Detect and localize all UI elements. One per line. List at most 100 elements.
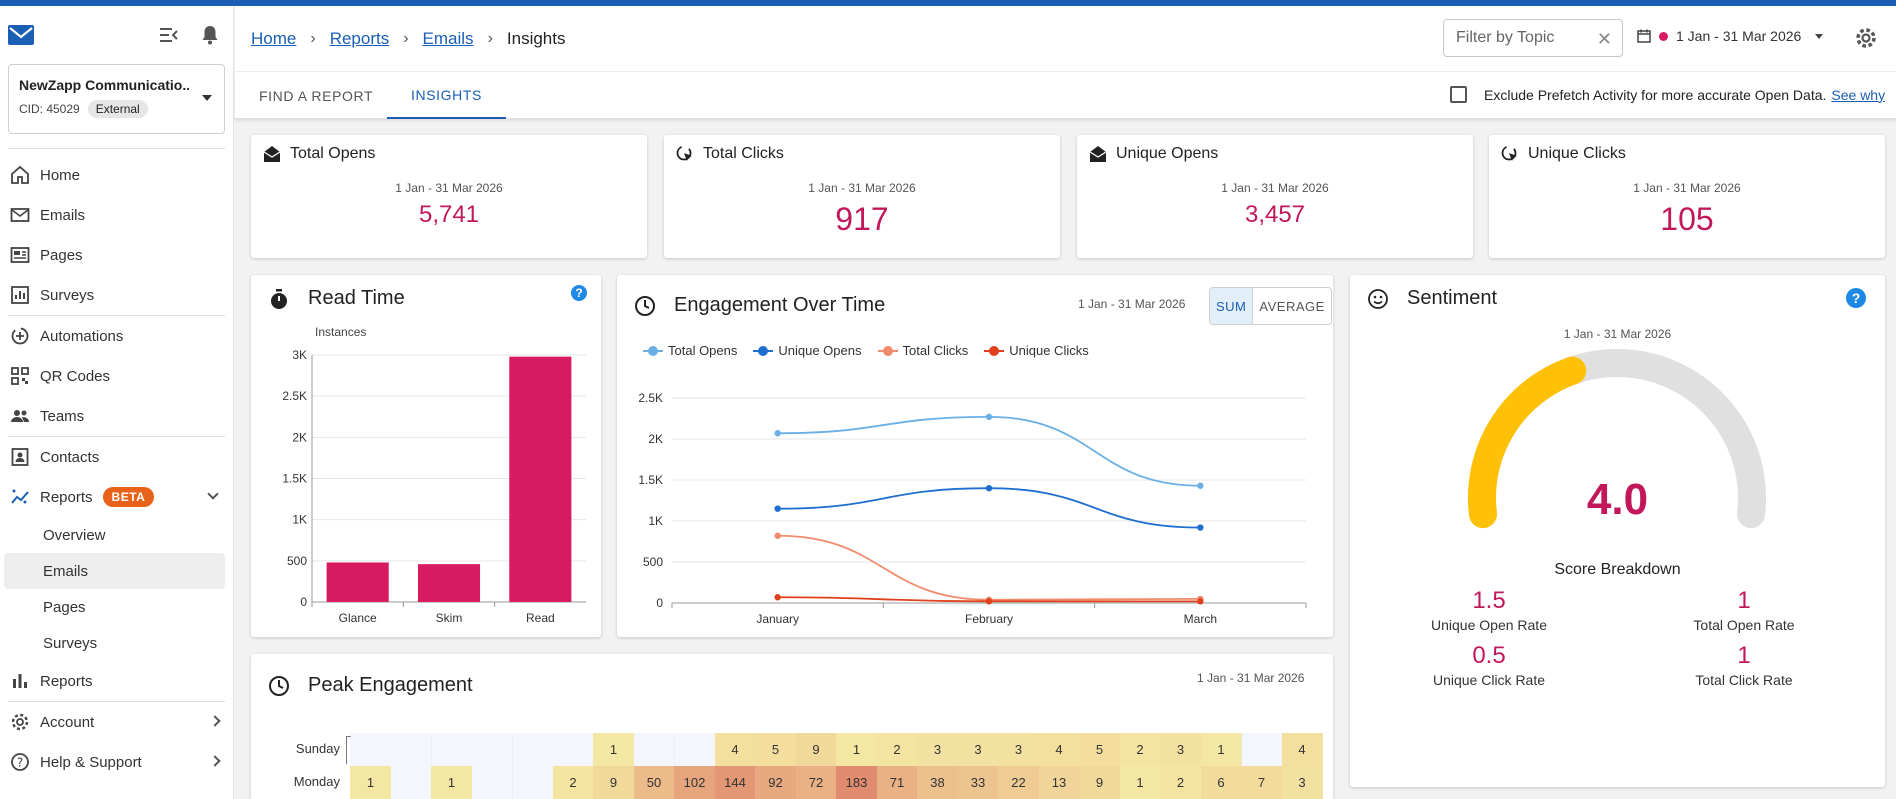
nav-account-label: Account: [40, 713, 95, 731]
heatmap-cell[interactable]: 50: [633, 766, 675, 799]
heatmap-cell[interactable]: [512, 733, 553, 766]
sum-button[interactable]: SUM: [1210, 288, 1254, 324]
heatmap-cell[interactable]: 3: [1281, 766, 1323, 799]
heatmap-cell[interactable]: [431, 733, 472, 766]
heatmap-cell[interactable]: 72: [795, 766, 837, 799]
breadcrumb-emails[interactable]: Emails: [422, 28, 474, 48]
legend-item[interactable]: Unique Opens: [753, 343, 862, 358]
score-value: 0.5: [1472, 642, 1506, 669]
legend-item[interactable]: Total Clicks: [877, 343, 968, 358]
nav-sub-overview[interactable]: Overview: [43, 526, 106, 544]
average-button[interactable]: AVERAGE: [1259, 298, 1325, 314]
calendar-icon: [1637, 29, 1651, 43]
heatmap-cell[interactable]: [552, 733, 594, 766]
tab-find-a-report[interactable]: FIND A REPORT: [259, 87, 374, 104]
nav-account[interactable]: Account: [0, 702, 233, 742]
breadcrumb-reports[interactable]: Reports: [329, 28, 390, 48]
heatmap-cell[interactable]: [512, 766, 553, 799]
prefetch-checkbox[interactable]: [1450, 86, 1467, 103]
heatmap-cell[interactable]: 2: [1119, 733, 1161, 766]
heatmap-cell[interactable]: 3: [1160, 733, 1201, 766]
nav-help-support[interactable]: ? Help & Support: [0, 742, 233, 782]
heatmap-cell[interactable]: 6: [1200, 766, 1242, 799]
heatmap-cell[interactable]: 22: [998, 766, 1039, 799]
heatmap-cell[interactable]: 1: [350, 766, 391, 799]
nav-reports[interactable]: Reports: [0, 661, 233, 701]
heatmap-cell[interactable]: 2: [1160, 766, 1201, 799]
heatmap-cell[interactable]: 2: [552, 766, 594, 799]
nav-sub-emails[interactable]: Emails: [4, 553, 225, 589]
help-icon: ?: [11, 753, 29, 771]
heatmap-cell[interactable]: 1: [431, 766, 472, 799]
see-why-link[interactable]: See why: [1831, 86, 1886, 103]
help-icon[interactable]: ?: [571, 285, 587, 301]
nav-contacts[interactable]: Contacts: [0, 437, 233, 477]
help-icon[interactable]: ?: [1846, 288, 1866, 308]
top-accent-bar: [0, 0, 1896, 6]
heatmap-cell[interactable]: 71: [876, 766, 918, 799]
nav-pages[interactable]: Pages: [0, 235, 233, 275]
heatmap-cell[interactable]: 1: [836, 733, 877, 766]
heatmap-cell[interactable]: [1241, 733, 1282, 766]
heatmap-cell[interactable]: 4: [714, 733, 756, 766]
nav-teams[interactable]: Teams: [0, 396, 233, 436]
heatmap-cell[interactable]: 183: [836, 766, 877, 799]
clear-icon[interactable]: ✕: [1596, 29, 1612, 49]
sum-average-toggle: SUM AVERAGE: [1209, 287, 1332, 325]
date-range-selector[interactable]: 1 Jan - 31 Mar 2026: [1637, 28, 1824, 44]
heatmap-cell[interactable]: [471, 733, 513, 766]
heatmap-cell[interactable]: 33: [957, 766, 999, 799]
prefetch-label: Exclude Prefetch Activity for more accur…: [1484, 86, 1827, 103]
heatmap-cell[interactable]: 9: [593, 766, 634, 799]
heatmap-cell[interactable]: 1: [1200, 733, 1242, 766]
nav-emails[interactable]: Emails: [0, 195, 233, 235]
score-label: Unique Open Rate: [1431, 617, 1547, 633]
heatmap-cell[interactable]: [350, 733, 391, 766]
heatmap-cell[interactable]: 3: [957, 733, 999, 766]
heatmap-cell[interactable]: 5: [1079, 733, 1120, 766]
nav-home[interactable]: Home: [0, 155, 233, 195]
legend-marker: [984, 345, 1005, 356]
heatmap-cell[interactable]: 3: [917, 733, 958, 766]
heatmap-cell[interactable]: [674, 733, 715, 766]
filter-by-topic-input[interactable]: Filter by Topic ✕: [1443, 19, 1623, 57]
heatmap-cell[interactable]: [390, 733, 432, 766]
nav-sub-pages[interactable]: Pages: [43, 598, 86, 616]
nav-automations[interactable]: Automations: [0, 316, 233, 356]
heatmap-cell[interactable]: [633, 733, 675, 766]
heatmap-cell[interactable]: 7: [1241, 766, 1282, 799]
collapse-menu-icon[interactable]: [159, 27, 179, 43]
breadcrumb-home[interactable]: Home: [251, 28, 297, 48]
heatmap-cell[interactable]: 13: [1038, 766, 1080, 799]
legend-item[interactable]: Unique Clicks: [984, 343, 1089, 358]
bell-icon[interactable]: [201, 25, 219, 45]
stat-title: Total Opens: [290, 145, 376, 162]
heatmap-cell[interactable]: 5: [755, 733, 796, 766]
heatmap-cell[interactable]: 1: [593, 733, 634, 766]
heatmap-cell[interactable]: 38: [917, 766, 958, 799]
tab-insights[interactable]: INSIGHTS: [387, 72, 506, 119]
legend-item[interactable]: Total Opens: [643, 343, 737, 358]
heatmap-cell[interactable]: 3: [998, 733, 1039, 766]
heatmap-cell[interactable]: 4: [1038, 733, 1080, 766]
nav-surveys[interactable]: Surveys: [0, 275, 233, 315]
heatmap-cell[interactable]: 9: [1079, 766, 1120, 799]
legend-marker: [877, 345, 898, 356]
nav-qr-codes[interactable]: QR Codes: [0, 356, 233, 396]
heatmap-cell[interactable]: [390, 766, 432, 799]
gear-icon: [11, 713, 29, 731]
stat-title: Total Clicks: [703, 145, 784, 162]
nav-reports-beta[interactable]: Reports BETA: [0, 477, 233, 517]
heatmap-cell[interactable]: 92: [755, 766, 796, 799]
heatmap-cell[interactable]: 102: [674, 766, 715, 799]
heatmap-cell[interactable]: 1: [1119, 766, 1161, 799]
heatmap-cell[interactable]: 144: [714, 766, 756, 799]
heatmap-cell[interactable]: 9: [795, 733, 837, 766]
heatmap-cell[interactable]: 4: [1281, 733, 1323, 766]
nav-sub-surveys[interactable]: Surveys: [43, 634, 98, 652]
heatmap-cell[interactable]: 2: [876, 733, 918, 766]
newzapp-logo-icon[interactable]: [8, 25, 34, 45]
settings-gear-icon[interactable]: [1854, 26, 1878, 50]
account-selector[interactable]: NewZapp Communicatio... CID: 45029 Exter…: [8, 64, 225, 134]
heatmap-cell[interactable]: [471, 766, 513, 799]
